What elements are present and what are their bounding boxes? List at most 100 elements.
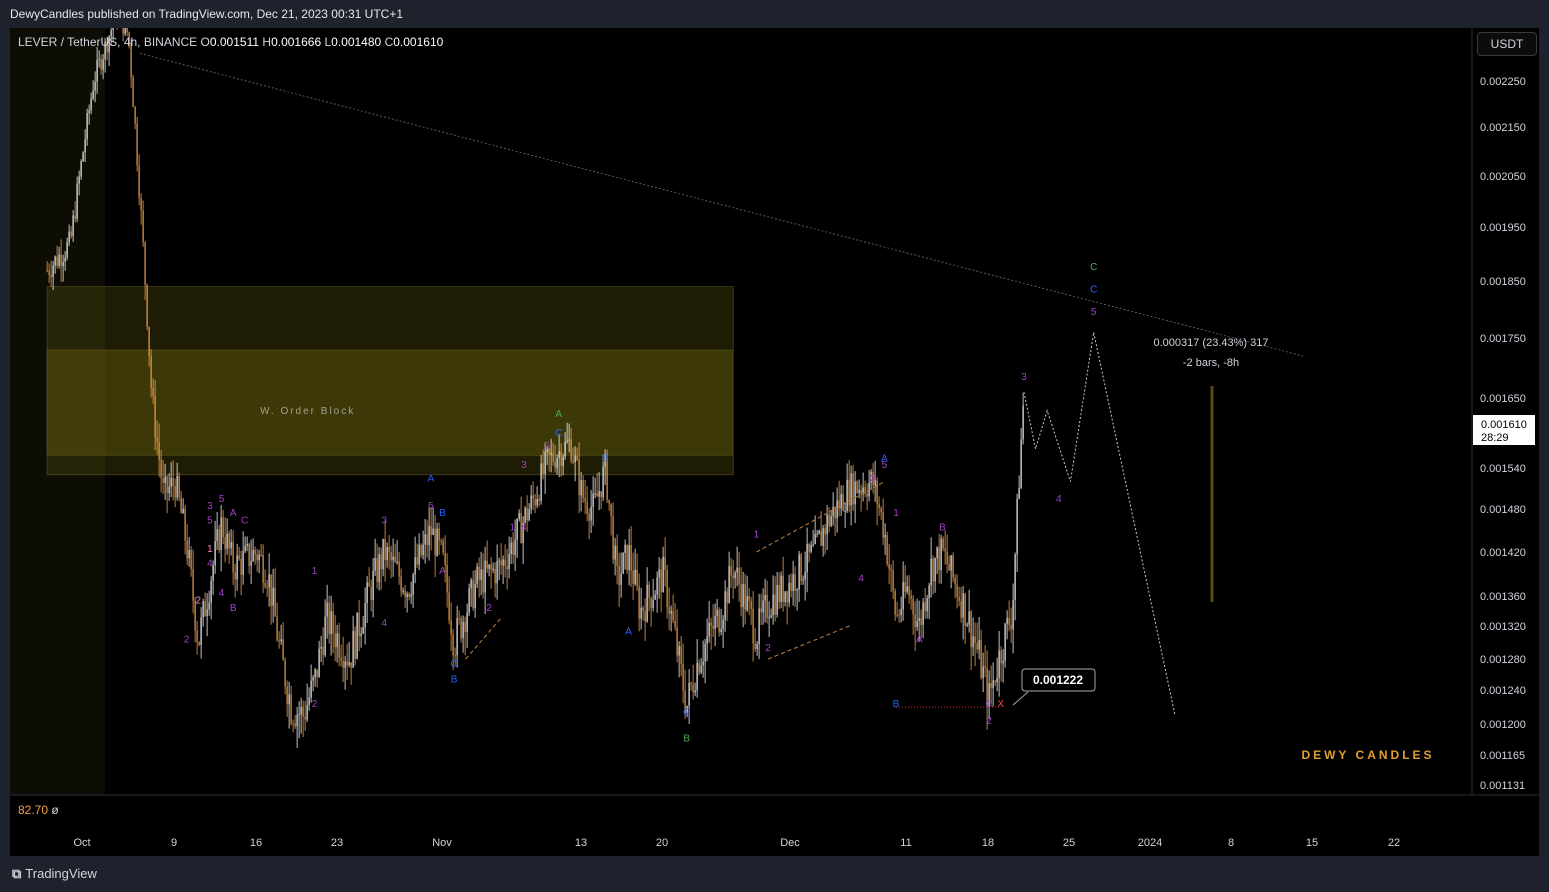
wave-label: 2 [765, 643, 771, 654]
candle-body [800, 554, 802, 581]
candle-body [1006, 618, 1008, 624]
candle-body [184, 508, 186, 541]
price-tick-label: 0.001165 [1480, 750, 1525, 762]
candle-body [772, 594, 774, 616]
time-tick-label: 9 [171, 837, 177, 849]
candle-body [982, 666, 984, 678]
candle-body [434, 528, 436, 556]
candle-body [716, 609, 718, 616]
candle-body [250, 560, 252, 567]
candle-body [48, 270, 50, 275]
candle-body [512, 542, 514, 555]
candle-body [588, 513, 590, 521]
candle-body [570, 439, 572, 461]
price-tick-label: 0.001420 [1480, 547, 1526, 559]
candle-body [662, 556, 664, 593]
candle-body [822, 528, 824, 546]
candle-body [402, 591, 404, 593]
price-tick-label: 0.001360 [1480, 591, 1526, 603]
candle-body [920, 618, 922, 625]
candle-body [300, 706, 302, 715]
candle-body [1022, 405, 1024, 440]
candle-body [220, 517, 222, 551]
candle-body [1008, 618, 1010, 626]
candle-body [532, 495, 534, 499]
candle-body [782, 575, 784, 602]
candle-body [604, 453, 606, 467]
candle-body [736, 567, 738, 573]
candle-body [188, 549, 190, 559]
wave-label: B [451, 674, 458, 685]
wave-label: 2 [196, 596, 202, 607]
candle-body [222, 517, 224, 538]
wave-label: A [230, 508, 237, 519]
candle-body [1000, 650, 1002, 664]
candle-body [272, 587, 274, 606]
time-tick-label: 18 [982, 837, 994, 849]
price-tick-label: 0.001320 [1480, 621, 1526, 633]
candle-body [282, 639, 284, 661]
candle-body [756, 643, 758, 650]
symbol-pair[interactable]: LEVER / TetherUS, 4h, BINANCE [18, 35, 198, 49]
candle-body [666, 570, 668, 608]
wave-label: B [683, 734, 690, 745]
candle-body [540, 463, 542, 501]
candle-body [912, 598, 914, 615]
candle-body [248, 543, 250, 567]
candle-body [694, 690, 696, 693]
candle-body [256, 554, 258, 561]
candle-body [304, 716, 306, 720]
candle-body [80, 161, 82, 177]
candle-body [718, 609, 720, 633]
candle-body [866, 493, 868, 497]
candle-body [962, 593, 964, 618]
candle-body [418, 544, 420, 565]
left-shaded-region [10, 28, 105, 795]
price-callout-box [1021, 668, 1096, 692]
candle-body [762, 600, 764, 613]
candle-body [306, 704, 308, 720]
candle-body [508, 554, 510, 570]
candle-body [78, 176, 80, 184]
candle-body [412, 574, 414, 595]
candle-body [112, 28, 114, 31]
candle-body [444, 552, 446, 565]
candle-body [324, 616, 326, 656]
candle-body [326, 602, 328, 617]
candle-body [376, 558, 378, 583]
candle-body [500, 560, 502, 566]
symbol-info: LEVER / TetherUS, 4h, BINANCE O0.001511 … [18, 35, 443, 49]
candle-body [980, 640, 982, 678]
candle-body [96, 59, 98, 82]
candle-body [880, 508, 882, 513]
candle-body [62, 261, 64, 267]
candle-body [422, 544, 424, 556]
candle-body [688, 683, 690, 706]
candle-body [742, 583, 744, 608]
candle-body [704, 643, 706, 662]
candle-body [616, 545, 618, 566]
close-value: 0.001610 [393, 35, 444, 49]
candle-body [934, 558, 936, 582]
candle-body [466, 612, 468, 632]
candle-body [164, 476, 166, 483]
candle-body [166, 476, 168, 494]
tradingview-logo[interactable]: ⧉ TradingView [12, 866, 97, 882]
candle-body [544, 451, 546, 474]
candle-body [554, 461, 556, 468]
wave-label: 4 [382, 618, 388, 629]
candle-body [292, 723, 294, 725]
candle-body [254, 549, 256, 555]
currency-button[interactable]: USDT [1477, 32, 1537, 56]
candle-body [918, 618, 920, 621]
candle-body [894, 590, 896, 615]
candle-body [856, 481, 858, 493]
candle-body [678, 646, 680, 656]
candle-body [854, 481, 856, 505]
chart-area[interactable]: W. Order Block A C 5 3 B 1 4 2 A C B A 5 B 3 A 4 1 2 C B 5 A C 3 5… [10, 28, 1539, 856]
candle-body [356, 612, 358, 659]
candle-body [924, 602, 926, 612]
candle-body [528, 508, 530, 521]
candle-body [330, 611, 332, 635]
